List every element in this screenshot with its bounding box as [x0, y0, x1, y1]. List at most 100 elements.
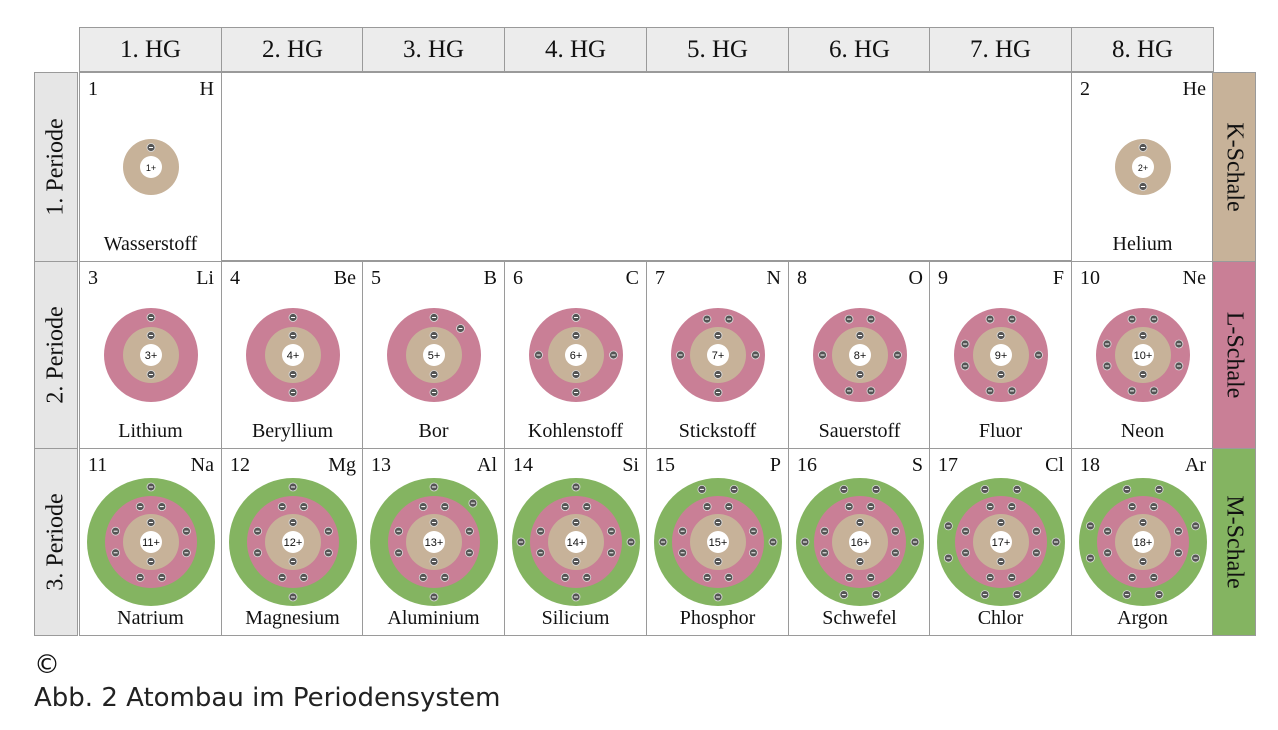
element-symbol: Ne: [1182, 267, 1206, 289]
group-header-4: 4. HG: [504, 27, 647, 72]
element-cell-he: 2+ 2 He Helium: [1071, 72, 1214, 262]
shell-label-text: M-Schale: [1221, 495, 1248, 589]
element-name: Bor: [418, 420, 449, 442]
nucleus: [849, 344, 871, 366]
nucleus: [1132, 531, 1154, 553]
nucleus-charge: 17+: [992, 537, 1011, 549]
element-cell-al: 13+ 13 Al Aluminium: [362, 448, 505, 636]
nucleus-charge: 15+: [709, 537, 728, 549]
atomic-number: 10: [1080, 267, 1100, 289]
element-symbol: F: [1052, 267, 1064, 289]
atomic-number: 14: [513, 454, 533, 476]
nucleus-charge: 14+: [567, 537, 586, 549]
nucleus: [990, 531, 1012, 553]
nucleus-charge: 10+: [1134, 350, 1153, 362]
bohr-model: 13+: [370, 478, 498, 606]
shell-label-3: M-Schale: [1212, 448, 1256, 636]
nucleus-charge: 12+: [284, 537, 303, 549]
nucleus: [1132, 344, 1154, 366]
element-symbol: B: [483, 267, 497, 289]
atomic-number: 3: [88, 267, 98, 289]
atomic-number: 2: [1080, 78, 1090, 100]
atomic-number: 16: [797, 454, 817, 476]
nucleus: [1132, 156, 1154, 178]
atomic-number: 11: [88, 454, 108, 476]
nucleus: [423, 531, 445, 553]
nucleus-charge: 4+: [287, 350, 300, 362]
element-symbol: P: [769, 454, 781, 476]
element-symbol: Cl: [1045, 454, 1064, 476]
element-name: Beryllium: [251, 420, 334, 442]
element-name: Kohlenstoff: [527, 420, 624, 442]
element-name: Schwefel: [822, 607, 897, 629]
nucleus: [990, 344, 1012, 366]
bohr-model: 4+: [246, 308, 340, 402]
nucleus: [849, 531, 871, 553]
element-symbol: Na: [190, 454, 214, 476]
bohr-model: 11+: [87, 478, 215, 606]
nucleus: [707, 344, 729, 366]
element-name: Helium: [1112, 233, 1173, 255]
nucleus-charge: 18+: [1134, 537, 1153, 549]
element-name: Lithium: [118, 420, 183, 442]
element-cell-o: 8+ 8 O Sauerstoff: [788, 261, 931, 449]
shell-label-text: L-Schale: [1221, 311, 1248, 399]
atomic-number: 17: [938, 454, 958, 476]
nucleus-charge: 8+: [854, 350, 867, 362]
element-cell-s: 16+ 16 S Schwefel: [788, 448, 931, 636]
atomic-number: 9: [938, 267, 948, 289]
element-name: Aluminium: [387, 607, 480, 629]
period-header-3: 3. Periode: [34, 448, 78, 636]
periodic-table: 1. HG 2. HG 3. HG 4. HG 5. HG 6. HG 7. HG 8. HG…: [34, 27, 1256, 636]
element-symbol: O: [908, 267, 923, 289]
element-symbol: Li: [196, 267, 214, 289]
element-name: Fluor: [978, 420, 1023, 442]
element-cell-ar: 18+ 18 Ar Argon: [1071, 448, 1214, 636]
atomic-number: 13: [371, 454, 391, 476]
element-symbol: C: [625, 267, 639, 289]
period-label: 3. Periode: [42, 493, 69, 591]
atomic-number: 12: [230, 454, 250, 476]
nucleus-charge: 1+: [146, 163, 156, 173]
atomic-number: 1: [88, 78, 98, 100]
period-label: 1. Periode: [42, 118, 69, 216]
element-name: Silicium: [541, 607, 610, 629]
nucleus-charge: 6+: [570, 350, 583, 362]
bohr-model: 1+: [123, 139, 179, 195]
element-cell-si: 14+ 14 Si Silicium: [504, 448, 647, 636]
copyright-icon: ©: [34, 650, 60, 680]
bohr-model: 7+: [671, 308, 765, 402]
element-cell-f: 9+ 9 F Fluor: [929, 261, 1072, 449]
nucleus: [423, 344, 445, 366]
bohr-model: 10+: [1096, 308, 1190, 402]
group-header-6: 6. HG: [788, 27, 931, 72]
nucleus-charge: 9+: [995, 350, 1008, 362]
nucleus: [140, 531, 162, 553]
bohr-model: 6+: [529, 308, 623, 402]
element-name: Neon: [1120, 420, 1165, 442]
bohr-model: 18+: [1079, 478, 1207, 606]
shell-label-text: K-Schale: [1221, 122, 1248, 212]
period-1-gap: [221, 72, 1071, 261]
shell-label-2: L-Schale: [1212, 261, 1256, 449]
element-symbol: H: [199, 78, 214, 100]
atomic-number: 15: [655, 454, 675, 476]
period-label: 2. Periode: [42, 306, 69, 404]
nucleus-charge: 5+: [428, 350, 441, 362]
period-header-2: 2. Periode: [34, 261, 78, 449]
nucleus: [707, 531, 729, 553]
bohr-model: 5+: [387, 308, 481, 402]
bohr-model: 17+: [937, 478, 1065, 606]
atomic-number: 8: [797, 267, 807, 289]
nucleus: [282, 344, 304, 366]
nucleus: [140, 344, 162, 366]
nucleus: [140, 156, 162, 178]
bohr-model: 8+: [813, 308, 907, 402]
nucleus: [565, 531, 587, 553]
group-header-7: 7. HG: [929, 27, 1072, 72]
element-symbol: He: [1182, 78, 1206, 100]
group-header-8: 8. HG: [1071, 27, 1214, 72]
nucleus: [565, 344, 587, 366]
element-name: Natrium: [117, 607, 184, 629]
bohr-model: 14+: [512, 478, 640, 606]
